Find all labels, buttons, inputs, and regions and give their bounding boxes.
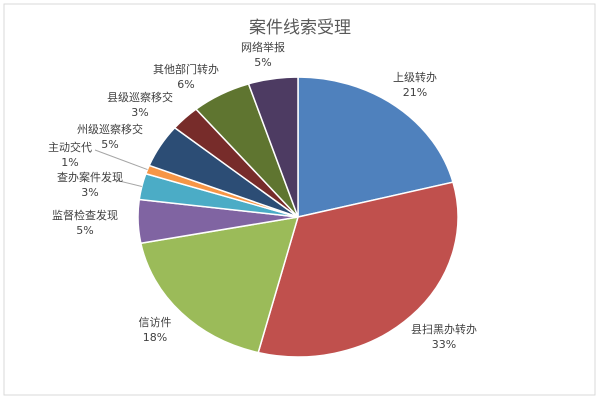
value-label: 3% (81, 186, 98, 199)
pie-slice (139, 216, 300, 354)
category-label: 监督检查发现 (52, 208, 118, 222)
chart-title: 案件线索受理 (249, 18, 351, 38)
value-label: 5% (76, 224, 93, 237)
value-label: 3% (131, 106, 148, 119)
value-label: 18% (143, 331, 167, 344)
pie-slice (297, 76, 454, 218)
category-label: 其他部门转办 (153, 62, 219, 76)
value-label: 5% (254, 56, 271, 69)
value-label: 21% (403, 86, 427, 99)
value-label: 6% (177, 78, 194, 91)
value-label: 33% (432, 338, 456, 351)
category-label: 信访件 (139, 316, 172, 329)
value-label: 5% (101, 138, 118, 151)
pie-slice (247, 76, 299, 218)
value-label: 1% (61, 156, 78, 169)
leader-line (114, 179, 142, 187)
leader-line (94, 149, 148, 171)
pie-slice (257, 181, 459, 358)
category-label: 网络举报 (241, 40, 285, 54)
category-label: 县扫黑办转办 (411, 322, 477, 336)
category-label: 主动交代 (48, 140, 92, 154)
category-label: 上级转办 (393, 70, 437, 84)
category-label: 县级巡察移交 (107, 90, 173, 104)
category-label: 州级巡察移交 (77, 122, 143, 136)
category-label: 查办案件发现 (57, 170, 123, 184)
